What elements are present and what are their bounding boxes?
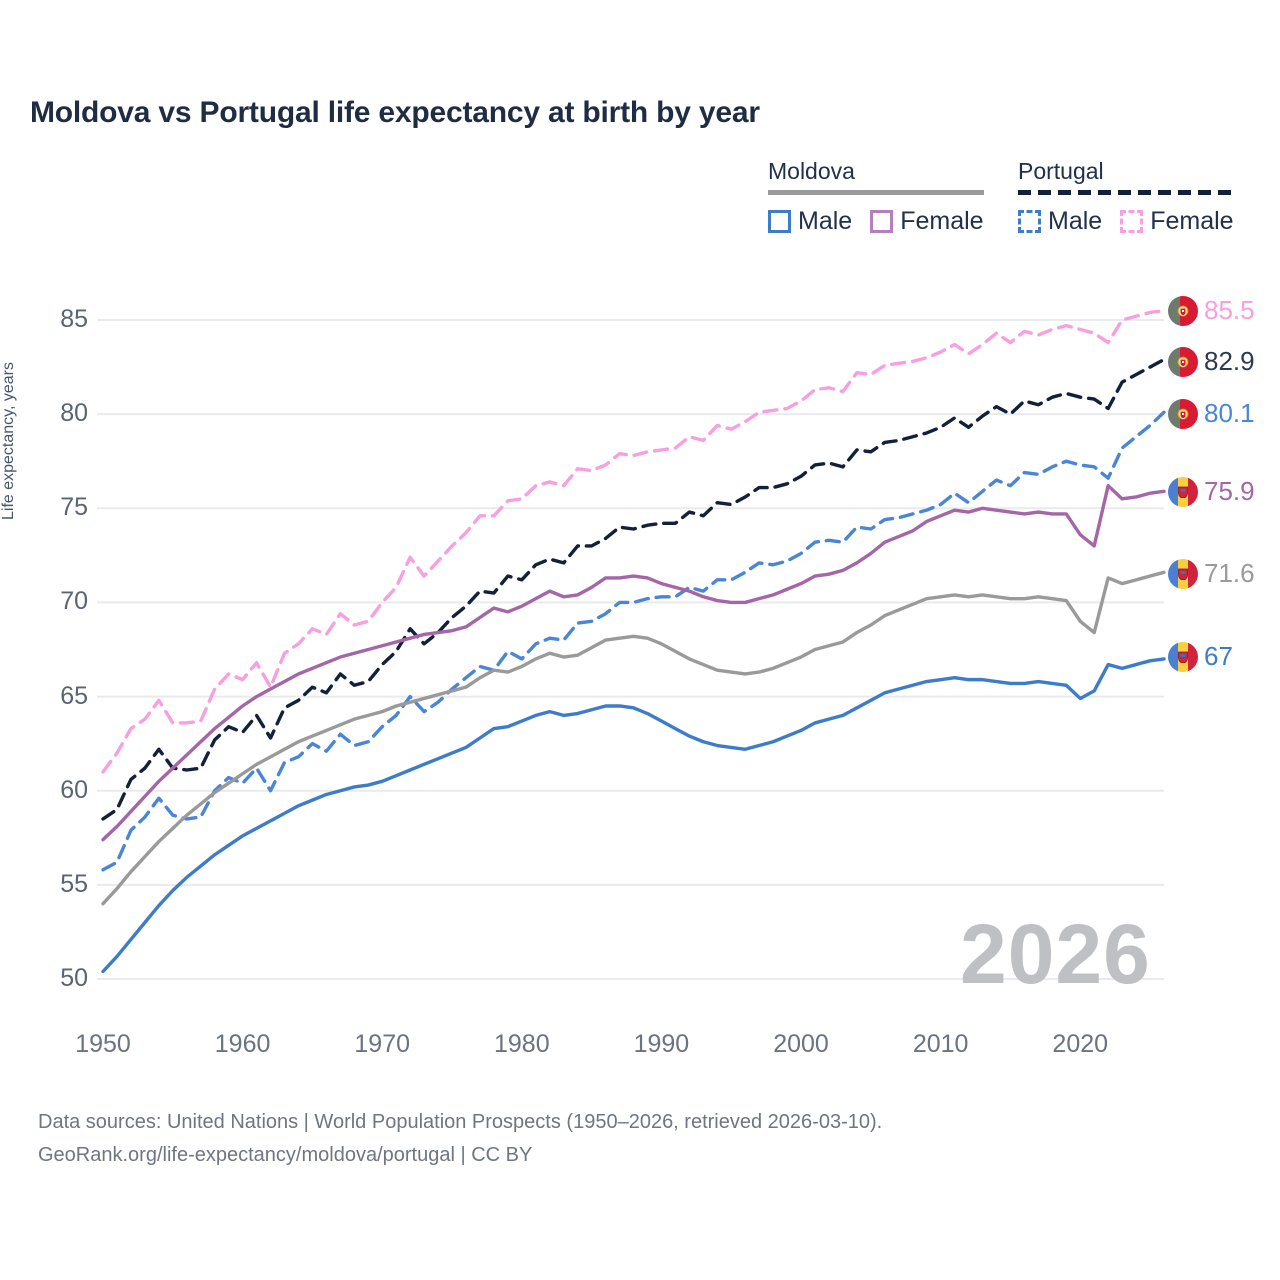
- x-axis-tick-label: 1960: [214, 1030, 271, 1058]
- legend-country-portugal: Portugal: [1018, 158, 1104, 184]
- y-axis-tick-label: 55: [60, 869, 88, 898]
- flag-emblem-icon: [1178, 568, 1189, 580]
- legend-item-portugal-male[interactable]: Male: [1018, 207, 1102, 236]
- legend-swatch-portugal-male: [1018, 210, 1041, 233]
- flag-emblem-icon: [1178, 486, 1189, 498]
- legend-rule-moldova: [768, 190, 984, 195]
- series-end-value: 85.5: [1204, 295, 1255, 325]
- y-axis-tick-label: 80: [60, 399, 88, 428]
- legend-label-moldova-female: Female: [900, 207, 984, 235]
- portugal-flag-icon: [1168, 346, 1198, 377]
- legend-label-moldova-male: Male: [798, 207, 853, 235]
- y-axis-tick-label: 70: [60, 587, 88, 616]
- flag-emblem-icon: [1178, 651, 1189, 663]
- series-line-moldova-female: [101, 483, 1166, 842]
- series-end-label: 80.1: [1168, 398, 1255, 429]
- moldova-flag-icon: [1168, 476, 1198, 507]
- series-line-portugal-total: [101, 357, 1166, 821]
- series-end-value: 67: [1204, 641, 1233, 671]
- flag-emblem-icon: [1177, 305, 1189, 317]
- legend-item-moldova-female[interactable]: Female: [870, 207, 984, 236]
- series-line-moldova-total: [101, 570, 1166, 906]
- legend-item-moldova-male[interactable]: Male: [768, 207, 852, 236]
- legend-swatch-moldova-male: [768, 210, 791, 233]
- x-axis-tick-label: 1970: [354, 1030, 411, 1058]
- x-axis-tick-label: 2020: [1052, 1030, 1109, 1058]
- legend-group-portugal: Portugal Male Female: [1018, 158, 1234, 236]
- footer-line-url: GeoRank.org/life-expectancy/moldova/port…: [38, 1144, 533, 1166]
- x-axis-tick-label: 1980: [494, 1030, 550, 1058]
- series-end-value: 82.9: [1204, 346, 1255, 376]
- legend-item-portugal-female[interactable]: Female: [1120, 207, 1234, 236]
- footer-line-sources: Data sources: United Nations | World Pop…: [38, 1111, 883, 1133]
- moldova-flag-icon: [1168, 641, 1198, 672]
- legend-swatch-moldova-female: [870, 210, 894, 233]
- y-axis-tick-label: 75: [60, 493, 88, 522]
- series-end-value: 80.1: [1204, 398, 1255, 428]
- flag-emblem-icon: [1177, 408, 1189, 420]
- series-end-label: 85.5: [1168, 295, 1255, 326]
- series-end-value: 71.6: [1204, 558, 1255, 588]
- legend-label-portugal-female: Female: [1150, 207, 1234, 235]
- legend-swatch-portugal-female: [1120, 210, 1144, 233]
- flag-emblem-icon: [1177, 356, 1189, 368]
- x-axis-tick-label: 1950: [75, 1030, 131, 1058]
- legend-label-portugal-male: Male: [1048, 207, 1103, 235]
- legend-group-moldova: Moldova Male Female: [768, 158, 984, 236]
- portugal-flag-icon: [1168, 398, 1198, 429]
- series-end-label: 75.9: [1168, 476, 1255, 507]
- series-line-portugal-female: [101, 308, 1166, 774]
- x-axis-tick-label: 2010: [912, 1030, 969, 1058]
- legend-country-moldova: Moldova: [768, 158, 855, 184]
- series-end-value: 75.9: [1204, 476, 1255, 506]
- series-end-label: 82.9: [1168, 346, 1255, 377]
- legend-rule-portugal: [1018, 190, 1234, 195]
- y-axis-tick-label: 65: [60, 681, 88, 710]
- series-end-label: 71.6: [1168, 558, 1255, 589]
- y-axis-tick-label: 85: [60, 305, 88, 333]
- moldova-flag-icon: [1168, 558, 1198, 589]
- year-watermark: 2026: [960, 907, 1151, 1001]
- y-axis-tick-label: 50: [60, 964, 88, 992]
- x-axis-tick-label: 1990: [633, 1030, 690, 1058]
- chart-title: Moldova vs Portugal life expectancy at b…: [30, 96, 760, 129]
- y-axis-tick-label: 60: [60, 775, 88, 804]
- portugal-flag-icon: [1168, 295, 1198, 326]
- series-line-portugal-male: [101, 410, 1166, 872]
- x-axis-tick-label: 2000: [773, 1030, 829, 1058]
- series-end-label: 67: [1168, 641, 1233, 672]
- chart-footer: Data sources: United Nations | World Pop…: [38, 1106, 882, 1172]
- chart-legend: Moldova Male Female Portugal Male: [760, 158, 1260, 238]
- y-axis-ticks: 50 55 60 65 70 75 80 85: [10, 0, 88, 1280]
